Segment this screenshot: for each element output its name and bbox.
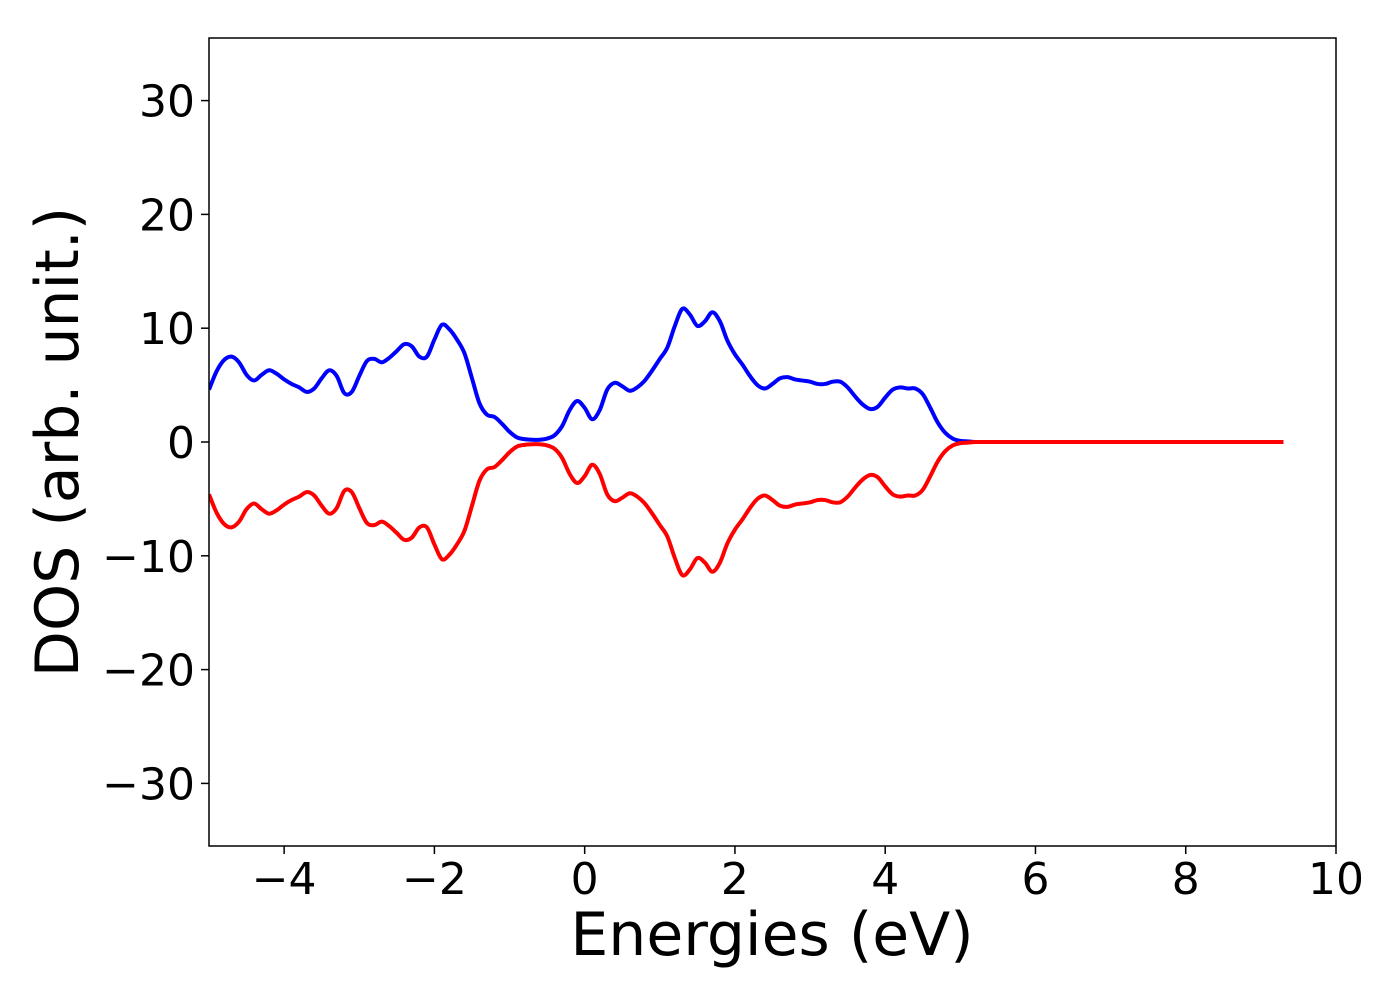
series-layer: [209, 306, 1284, 578]
x-tick-label: −4: [252, 854, 317, 905]
x-tick-label: 4: [871, 854, 899, 905]
y-tick-label: −20: [102, 646, 195, 697]
x-tick-label: 8: [1172, 854, 1200, 905]
y-tick-label: −10: [102, 532, 195, 583]
x-tick-label: 10: [1308, 854, 1364, 905]
y-tick-label: 10: [139, 304, 195, 355]
y-axis: −30 −20 −10 0 10 20 30: [102, 77, 209, 810]
y-tick-label: 30: [139, 77, 195, 128]
y-tick-label: −30: [102, 759, 195, 810]
x-axis-title: Energies (eV): [570, 900, 973, 970]
x-axis: −4 −2 0 2 4 6 8 10: [252, 846, 1364, 905]
x-tick-label: 6: [1021, 854, 1049, 905]
y-tick-label: 20: [139, 190, 195, 241]
y-axis-title: DOS (arb. unit.): [23, 207, 93, 677]
x-tick-label: −2: [402, 854, 467, 905]
x-tick-label: 0: [571, 854, 599, 905]
series-line-1: [209, 439, 1284, 578]
x-tick-label: 2: [721, 854, 749, 905]
y-tick-label: 0: [167, 418, 195, 469]
